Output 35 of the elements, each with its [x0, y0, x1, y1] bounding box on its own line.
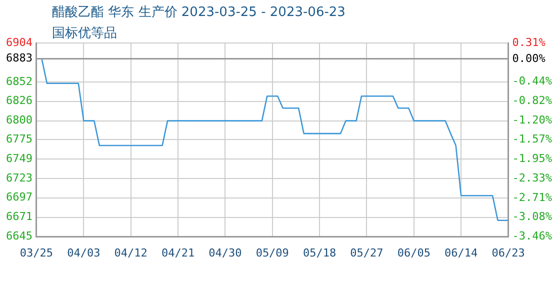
- x-tick-label: 05/18: [302, 246, 336, 260]
- y-tick-label: 6645: [6, 230, 32, 243]
- y2-tick-label: 0.00%: [512, 52, 546, 65]
- y2-tick-label: -1.95%: [512, 152, 552, 166]
- y2-tick-label: -0.44%: [512, 74, 552, 88]
- y2-tick-label: -0.82%: [512, 94, 552, 107]
- y-tick-label: 6883: [6, 52, 32, 65]
- y2-tick-label: -2.71%: [512, 191, 552, 204]
- chart-title: 醋酸乙酯 华东 生产价 2023-03-25 - 2023-06-23: [52, 4, 346, 21]
- y-tick-label: 6697: [6, 190, 32, 204]
- y-tick-label: 6671: [6, 210, 32, 224]
- y2-tick-label: -1.57%: [512, 132, 552, 146]
- y-tick-label: 6826: [6, 94, 32, 108]
- y-tick-label: 6904: [6, 36, 33, 49]
- y2-tick-label: -2.33%: [512, 172, 552, 185]
- y-tick-label: 6723: [6, 171, 32, 184]
- y-tick-label: 6852: [6, 74, 32, 88]
- y2-tick-label: 0.31%: [512, 36, 546, 49]
- y2-tick-label: -1.20%: [512, 113, 552, 126]
- x-tick-label: 04/12: [114, 246, 148, 260]
- x-tick-label: 04/30: [208, 246, 242, 260]
- x-tick-label: 05/09: [256, 246, 289, 260]
- y2-tick-label: -3.46%: [512, 230, 552, 243]
- y-tick-label: 6749: [6, 152, 32, 165]
- x-tick-label: 04/03: [67, 246, 100, 260]
- y-tick-label: 6775: [6, 132, 32, 146]
- x-tick-label: 03/25: [20, 246, 54, 260]
- x-tick-label: 06/23: [492, 246, 525, 260]
- chart-subtitle: 国标优等品: [52, 25, 117, 42]
- x-tick-label: 05/27: [350, 246, 384, 260]
- x-tick-label: 06/05: [397, 246, 430, 260]
- y-tick-label: 6800: [6, 114, 32, 127]
- y2-tick-label: -3.08%: [512, 210, 552, 224]
- x-tick-label: 06/14: [444, 246, 478, 260]
- x-tick-label: 04/21: [161, 246, 195, 260]
